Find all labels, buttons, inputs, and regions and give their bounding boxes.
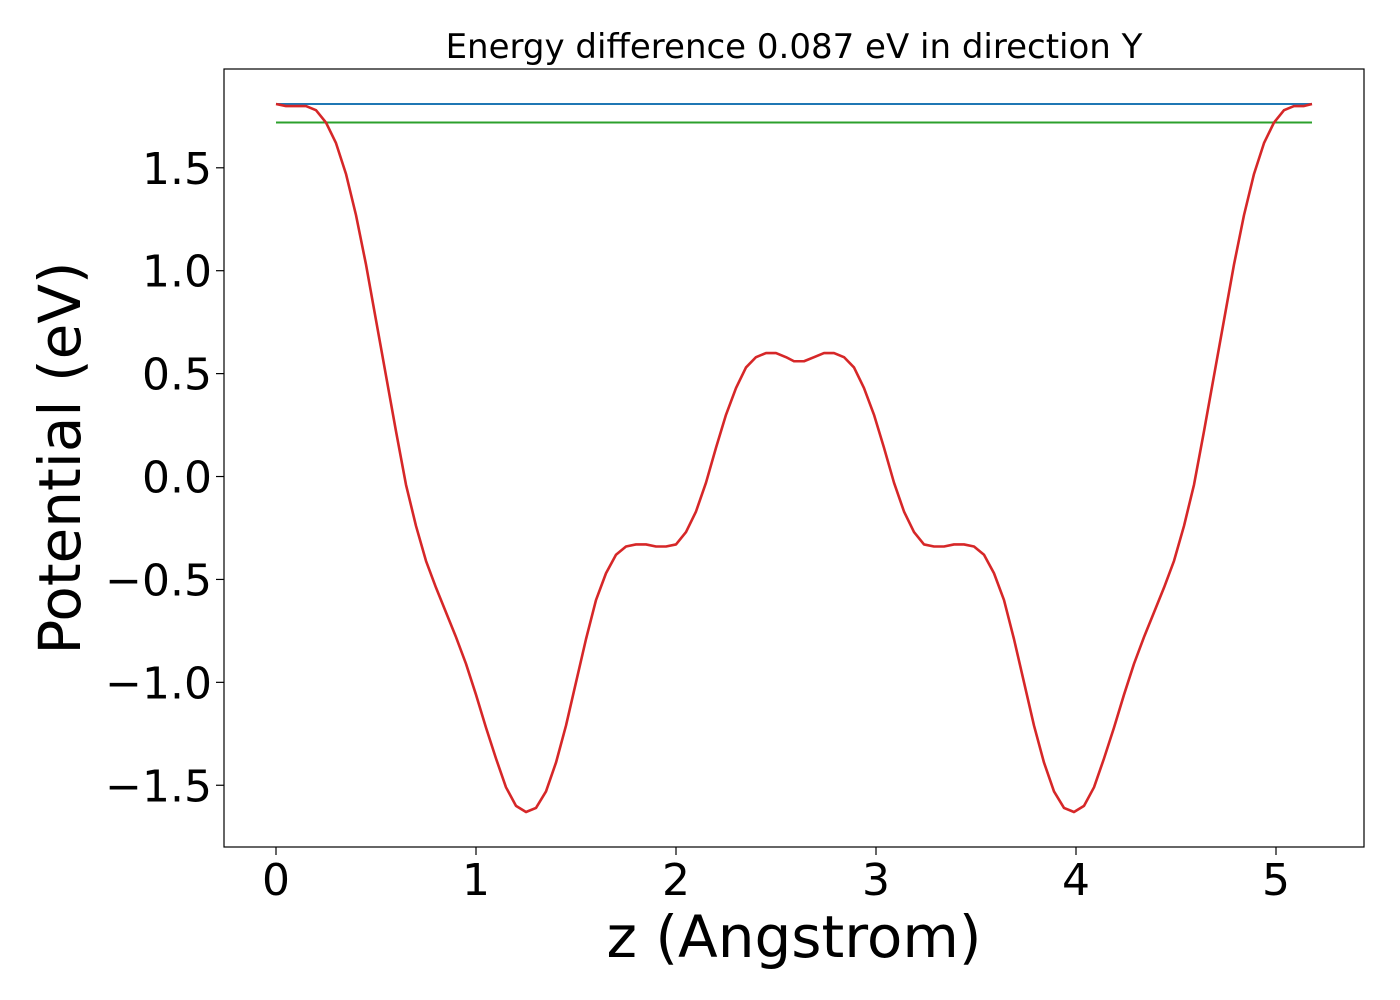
y-tick-label: 1.5 — [142, 144, 212, 195]
x-tick-label: 2 — [662, 855, 690, 906]
series-line-2 — [275, 102, 1313, 814]
y-tick-label: 0.5 — [142, 350, 212, 401]
x-tick-label: 5 — [1262, 855, 1290, 906]
x-tick-label: 0 — [262, 855, 290, 906]
x-tick-label: 3 — [862, 855, 890, 906]
plot-frame — [223, 68, 1365, 848]
y-axis-label: Potential (eV) — [26, 261, 94, 654]
y-tick-label: −1.5 — [105, 761, 212, 812]
series-layer — [275, 102, 1313, 814]
y-tick-label: 1.0 — [142, 247, 212, 298]
y-axis-ticks: −1.5 −1.0 −0.5 0.0 0.5 1.0 1.5 — [105, 144, 224, 812]
x-axis-ticks: 0 1 2 3 4 5 — [262, 847, 1290, 906]
plot-background — [224, 69, 1364, 847]
y-tick-label: −1.0 — [105, 658, 212, 709]
x-axis-label: z (Angstrom) — [607, 903, 982, 971]
y-tick-label: 0.0 — [142, 453, 212, 504]
y-tick-label: −0.5 — [105, 555, 212, 606]
chart-title: Energy difference 0.087 eV in direction … — [446, 27, 1143, 67]
x-tick-label: 4 — [1062, 855, 1090, 906]
x-tick-label: 1 — [462, 855, 490, 906]
